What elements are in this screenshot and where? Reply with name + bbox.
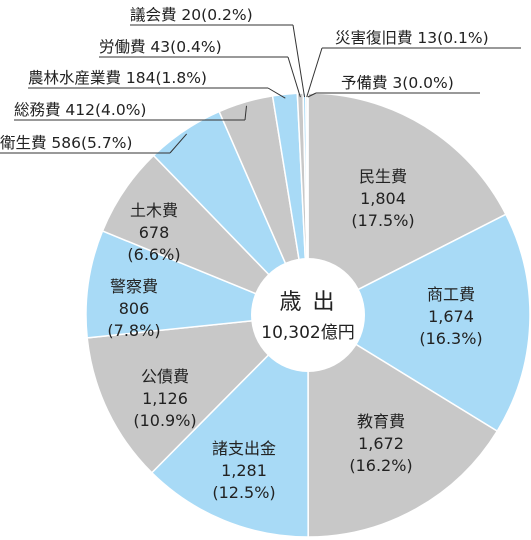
slice-7-label: 土木費 678 (6.6%)	[127, 201, 180, 264]
slice-8-label: 衛生費 586(5.7%)	[0, 134, 132, 152]
slice-1-label: 民生費 1,804 (17.5%)	[351, 167, 414, 230]
slice-3	[307, 313, 499, 538]
leader-lines	[0, 24, 521, 154]
slice-12-label: 議会費 20(0.2%)	[130, 6, 253, 24]
slice-13-label: 災害復旧費 13(0.1%)	[335, 29, 489, 47]
slice-4-label: 諸支出金 1,281 (12.5%)	[212, 439, 276, 502]
center-label: 歳 出 10,302億円	[251, 258, 365, 372]
slice-9-leader-connector	[244, 105, 247, 121]
center-title: 歳 出	[280, 290, 337, 315]
slice-2-label: 商工費 1,674 (16.3%)	[419, 285, 482, 348]
center-hole	[251, 258, 365, 372]
slice-11-leader-connector	[287, 56, 301, 98]
slice-9-label: 総務費 412(4.0%)	[14, 101, 146, 119]
slice-3-label: 教育費 1,672 (16.2%)	[349, 412, 412, 475]
slice-13-leader-connector	[306, 47, 323, 98]
slice-4	[150, 313, 309, 538]
center-total: 10,302億円	[261, 323, 354, 343]
slice-labels: 民生費 1,804 (17.5%)商工費 1,674 (16.3%) 教育費 1,672 (1…	[0, 6, 489, 502]
slice-14-label: 予備費 3(0.0%)	[341, 74, 454, 92]
slice-5-label: 公債費 1,126 (10.9%)	[133, 367, 196, 430]
slice-8-leader-connector	[169, 133, 188, 154]
slice-12-leader-connector	[292, 24, 306, 98]
slice-1	[307, 92, 507, 317]
pie-slices	[85, 92, 531, 538]
slice-11-label: 労働費 43(0.4%)	[99, 38, 222, 56]
slice-10-leader-connector	[267, 87, 286, 99]
slice-14-leader-connector	[307, 92, 317, 98]
slice-10-label: 農林水産業費 184(1.8%)	[28, 69, 207, 87]
slice-5	[86, 314, 311, 474]
slice-2	[306, 213, 531, 433]
slice-6-label: 警察費 806 (7.8%)	[107, 277, 160, 340]
